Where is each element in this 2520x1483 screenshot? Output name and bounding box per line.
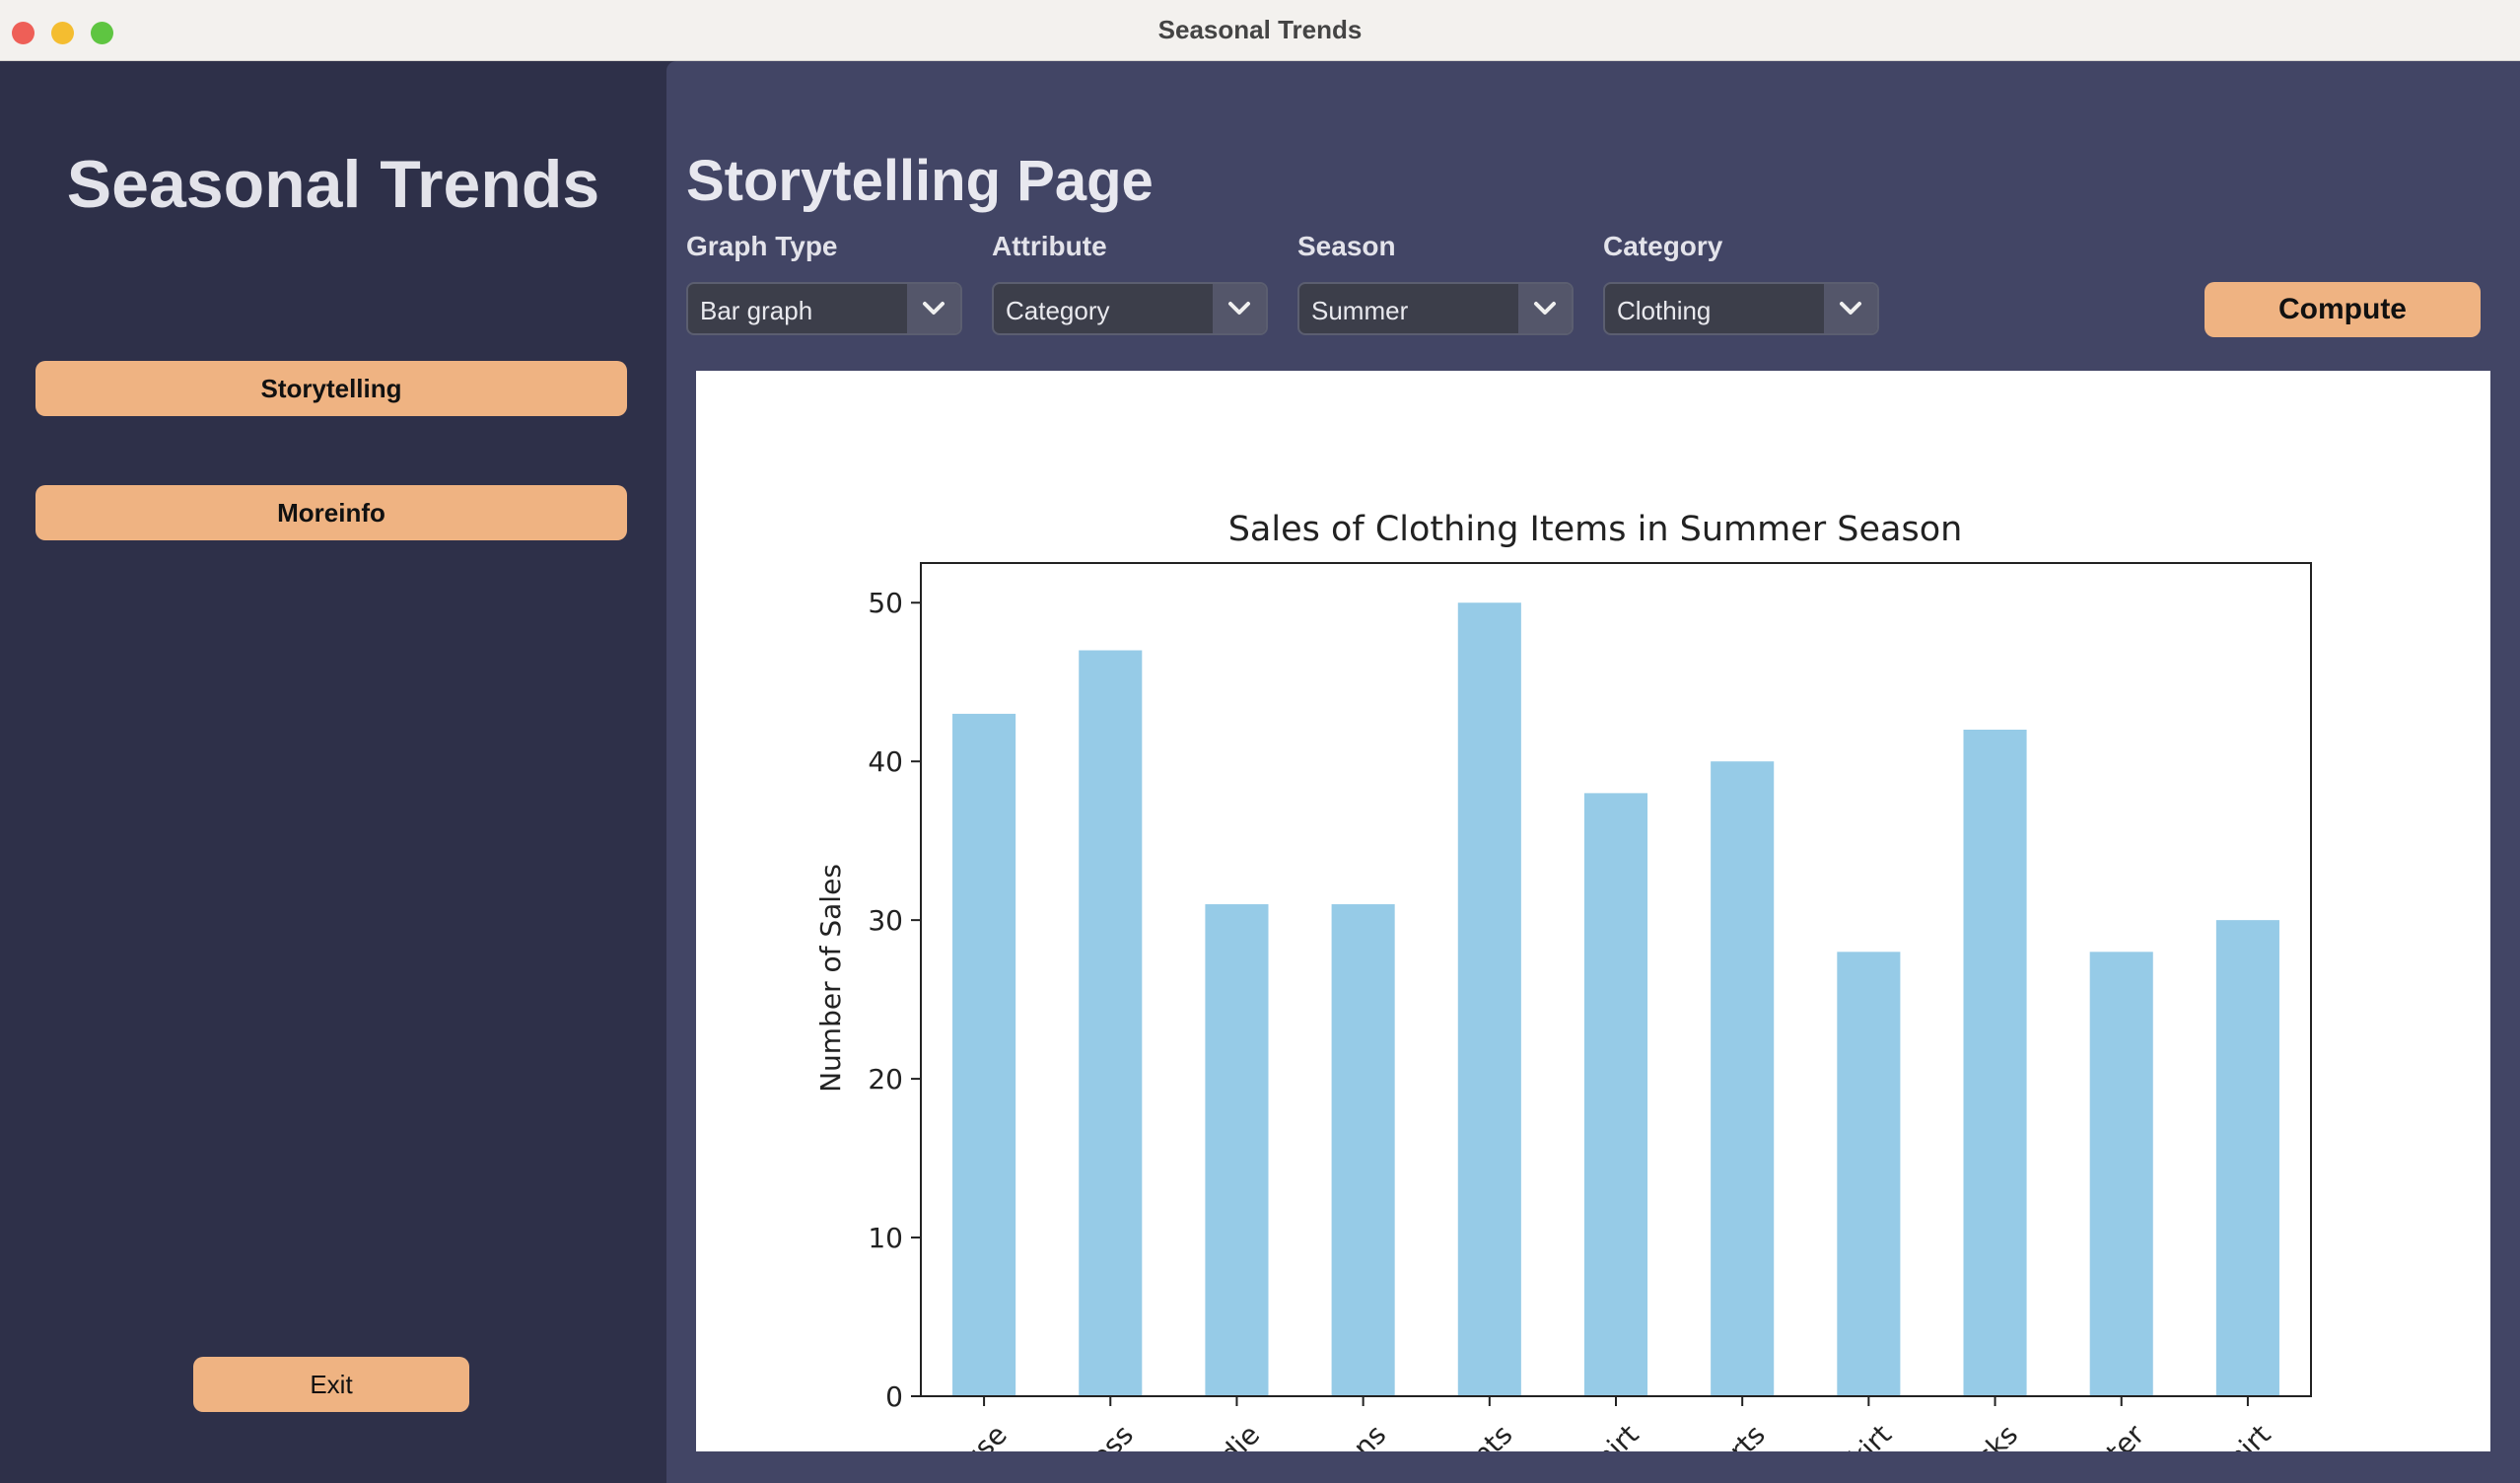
bar-dress bbox=[1079, 650, 1143, 1396]
app-title: Seasonal Trends bbox=[66, 147, 600, 222]
chart-panel: Sales of Clothing Items in Summer Season… bbox=[696, 371, 2490, 1451]
graph-type-label: Graph Type bbox=[686, 231, 838, 261]
window-title: Seasonal Trends bbox=[1157, 15, 1363, 44]
x-tick-label: Jeans bbox=[1316, 1418, 1393, 1451]
bar-socks bbox=[1963, 730, 2027, 1396]
bar-t-shirt bbox=[2215, 920, 2279, 1396]
x-tick-label: Pants bbox=[1442, 1418, 1518, 1451]
category-dropdown[interactable]: Clothing bbox=[1603, 282, 1879, 335]
bar-skirt bbox=[1837, 952, 1901, 1396]
close-window-icon[interactable] bbox=[12, 22, 35, 44]
x-tick-label: Dress bbox=[1062, 1418, 1140, 1451]
x-tick-label: T-shirt bbox=[2193, 1418, 2277, 1451]
chevron-down-icon[interactable] bbox=[907, 284, 960, 333]
bar-jeans bbox=[1331, 904, 1395, 1396]
compute-button[interactable]: Compute bbox=[2205, 282, 2481, 337]
bar-sweater bbox=[2089, 952, 2153, 1396]
exit-button[interactable]: Exit bbox=[193, 1357, 469, 1412]
season-dropdown[interactable]: Summer bbox=[1297, 282, 1574, 335]
bars-group bbox=[952, 602, 2279, 1396]
x-axis-ticks: Blouse Dress Hoodie Jeans Pants Shirt Shorts Sk… bbox=[925, 1396, 2277, 1451]
plot-frame bbox=[920, 562, 2312, 1397]
minimize-window-icon[interactable] bbox=[51, 22, 74, 44]
y-tick-label: 0 bbox=[885, 1380, 903, 1413]
bar-hoodie bbox=[1205, 904, 1269, 1396]
moreinfo-button[interactable]: Moreinfo bbox=[35, 485, 627, 540]
page-title: Storytelling Page bbox=[686, 149, 1154, 213]
maximize-window-icon[interactable] bbox=[91, 22, 113, 44]
season-value: Summer bbox=[1311, 296, 1409, 325]
chevron-down-icon[interactable] bbox=[1824, 284, 1877, 333]
chevron-down-icon[interactable] bbox=[1213, 284, 1266, 333]
y-tick-label: 10 bbox=[868, 1222, 903, 1254]
season-label: Season bbox=[1297, 231, 1396, 261]
attribute-dropdown[interactable]: Category bbox=[992, 282, 1268, 335]
x-tick-label: Sweater bbox=[2048, 1418, 2151, 1451]
storytelling-button[interactable]: Storytelling bbox=[35, 361, 627, 416]
y-tick-label: 30 bbox=[868, 904, 903, 937]
sidebar: Seasonal Trends Storytelling Moreinfo Ex… bbox=[0, 61, 666, 1483]
category-label: Category bbox=[1603, 231, 1723, 261]
y-tick-label: 50 bbox=[868, 587, 903, 619]
title-bar: Seasonal Trends bbox=[0, 0, 2520, 61]
bar-shirt bbox=[1583, 793, 1648, 1396]
y-tick-label: 20 bbox=[868, 1063, 903, 1095]
chevron-down-icon[interactable] bbox=[1518, 284, 1572, 333]
x-tick-label: Socks bbox=[1945, 1418, 2025, 1451]
bar-chart: Sales of Clothing Items in Summer Season… bbox=[814, 510, 2312, 1451]
y-axis-label: Number of Sales bbox=[814, 864, 847, 1093]
category-value: Clothing bbox=[1617, 296, 1712, 325]
x-tick-label: Shirt bbox=[1576, 1418, 1645, 1451]
main-panel: Storytelling Page Graph Type Bar graph A… bbox=[666, 61, 2520, 1483]
bar-shorts bbox=[1711, 761, 1775, 1396]
chart-title: Sales of Clothing Items in Summer Season bbox=[1228, 510, 1963, 549]
bar-blouse bbox=[952, 713, 1016, 1396]
x-tick-label: Skirt bbox=[1830, 1418, 1898, 1451]
y-axis-ticks: 0 10 20 30 40 50 bbox=[868, 587, 921, 1413]
x-tick-label: Shorts bbox=[1686, 1418, 1772, 1451]
bar-pants bbox=[1457, 602, 1521, 1396]
x-tick-label: Hoodie bbox=[1174, 1418, 1266, 1451]
x-tick-label: Blouse bbox=[925, 1418, 1014, 1451]
attribute-value: Category bbox=[1006, 296, 1110, 325]
graph-type-value: Bar graph bbox=[700, 296, 813, 325]
attribute-label: Attribute bbox=[992, 231, 1107, 261]
graph-type-dropdown[interactable]: Bar graph bbox=[686, 282, 962, 335]
y-tick-label: 40 bbox=[868, 745, 903, 778]
